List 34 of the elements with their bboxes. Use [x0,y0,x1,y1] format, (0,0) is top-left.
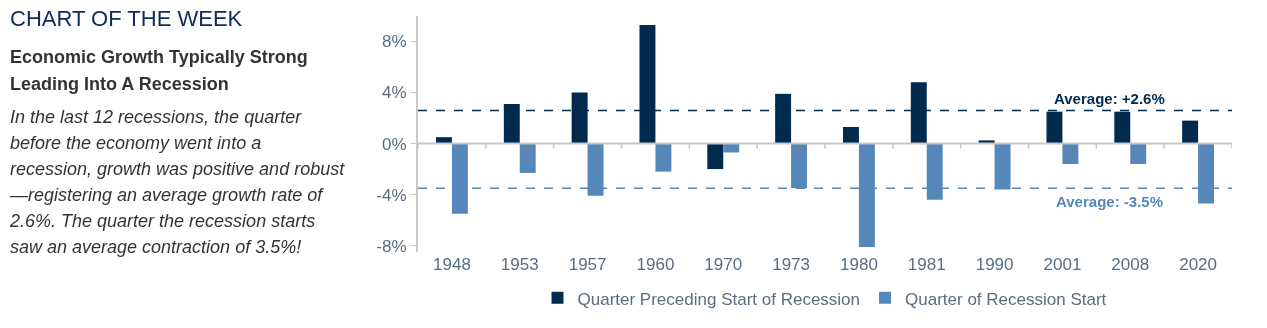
legend-label: Quarter of Recession Start [905,289,1107,309]
bar [435,137,452,144]
bar [842,126,859,144]
text: In the last 12 recessions, the quarter before the economy went into a recession, growth was positive and robust—registering an average growth rate of 2.6%. The quarter the recession starts saw an average contraction of 3.5%! [10,106,345,259]
x-tick-label: 1990 [975,255,1014,274]
text: Economic Growth Typically Strong Leading Into A Recession [10,46,309,96]
ref-line-label: Average: +2.6% [1054,90,1165,107]
bar [723,143,740,153]
x-tick-label: 1953 [500,255,539,274]
x-tick-label: 1980 [840,255,878,274]
bar [978,140,995,144]
y-tick-label: 8% [382,32,407,52]
text: CHART OF THE WEEK [10,6,244,32]
bar [707,143,724,170]
x-tick-label: 1960 [636,255,675,274]
x-tick-label: 2001 [1043,255,1082,274]
x-tick-label: 1948 [433,255,471,274]
x-tick-label: 1973 [772,255,810,274]
y-tick-label: -4% [376,185,407,205]
x-tick-label: 1981 [907,255,946,274]
y-tick-label: 4% [382,83,407,103]
bar [519,143,536,173]
bar [1182,120,1199,144]
y-tick-label: -8% [376,236,407,256]
bar [1062,143,1079,164]
bar [655,143,672,172]
ref-line-label: Average: -3.5% [1056,193,1163,210]
x-tick-label: 2020 [1179,255,1217,274]
bar [1130,143,1147,164]
legend-label: Quarter Preceding Start of Recession [577,289,861,309]
x-tick-label: 1957 [568,255,607,274]
x-tick-label: 2008 [1111,255,1150,274]
y-tick-label: 0% [382,134,407,154]
x-tick-label: 1970 [704,255,743,274]
